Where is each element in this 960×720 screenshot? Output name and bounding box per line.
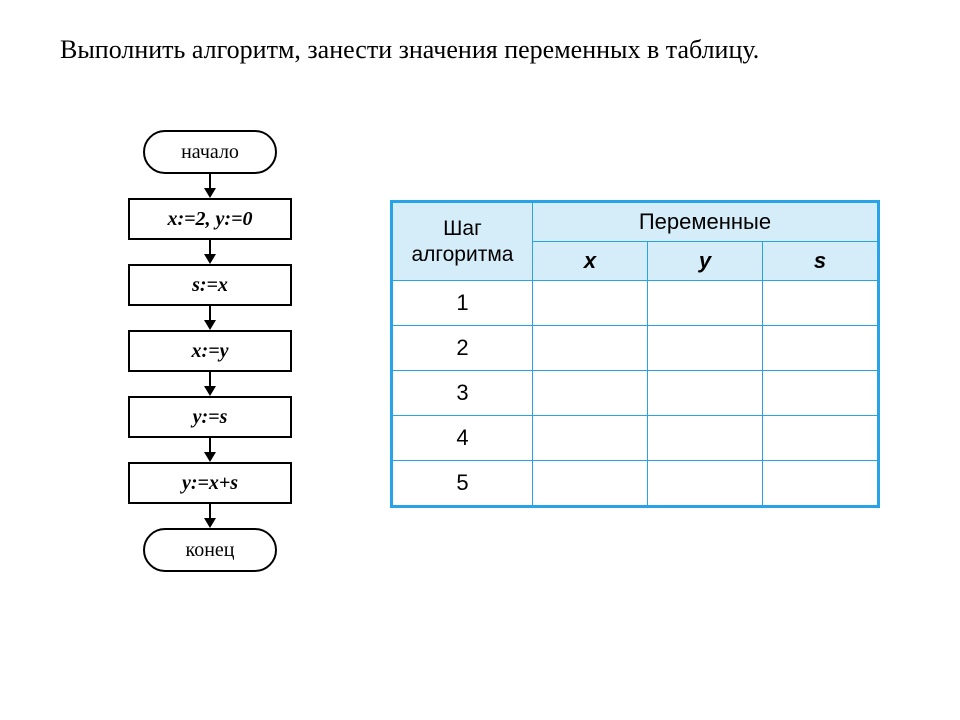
trace-table: Шаг алгоритма Переменные x y s 1 2 3 <box>390 200 880 508</box>
arrow-icon <box>204 438 216 462</box>
cell-step: 2 <box>392 326 533 371</box>
flow-step-3: x:=y <box>128 330 292 372</box>
step-label-line1: Шаг <box>443 217 482 240</box>
table-row: 5 <box>392 461 879 507</box>
col-header-y: y <box>647 242 762 281</box>
cell-step: 5 <box>392 461 533 507</box>
cell-y <box>647 281 762 326</box>
arrow-icon <box>204 372 216 396</box>
table-row: 2 <box>392 326 879 371</box>
cell-step: 1 <box>392 281 533 326</box>
table-row: 1 <box>392 281 879 326</box>
cell-y <box>647 461 762 507</box>
cell-s <box>762 461 878 507</box>
col-header-step: Шаг алгоритма <box>392 202 533 281</box>
flowchart: начало x:=2, y:=0 s:=x x:=y y:=s y:=x+s … <box>110 130 310 572</box>
flow-step-2: s:=x <box>128 264 292 306</box>
col-header-x: x <box>532 242 647 281</box>
arrow-icon <box>204 306 216 330</box>
table-row: 4 <box>392 416 879 461</box>
cell-s <box>762 326 878 371</box>
cell-y <box>647 326 762 371</box>
cell-x <box>532 416 647 461</box>
col-header-vars: Переменные <box>532 202 878 242</box>
flow-step-4: y:=s <box>128 396 292 438</box>
flow-start: начало <box>143 130 277 174</box>
cell-s <box>762 371 878 416</box>
page-title: Выполнить алгоритм, занести значения пер… <box>60 35 759 65</box>
cell-step: 3 <box>392 371 533 416</box>
cell-x <box>532 281 647 326</box>
arrow-icon <box>204 240 216 264</box>
cell-s <box>762 416 878 461</box>
flow-step-5: y:=x+s <box>128 462 292 504</box>
flow-step-1: x:=2, y:=0 <box>128 198 292 240</box>
col-header-s: s <box>762 242 878 281</box>
cell-s <box>762 281 878 326</box>
arrow-icon <box>204 174 216 198</box>
cell-x <box>532 461 647 507</box>
cell-y <box>647 371 762 416</box>
arrow-icon <box>204 504 216 528</box>
cell-x <box>532 326 647 371</box>
step-label-line2: алгоритма <box>411 243 513 266</box>
cell-step: 4 <box>392 416 533 461</box>
cell-x <box>532 371 647 416</box>
table-row: 3 <box>392 371 879 416</box>
cell-y <box>647 416 762 461</box>
flow-end: конец <box>143 528 277 572</box>
